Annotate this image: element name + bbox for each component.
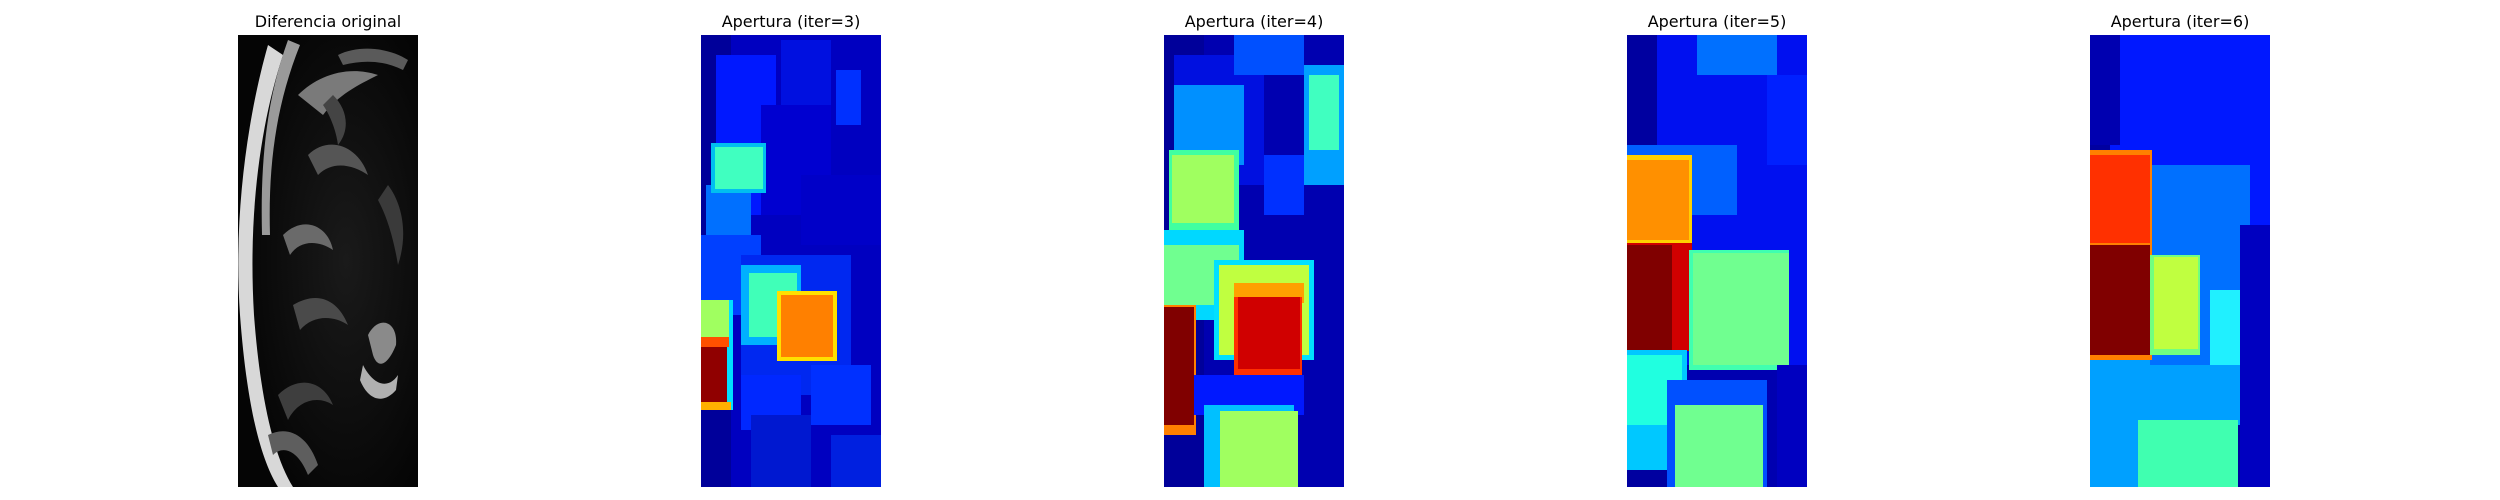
panel-iter-6: Apertura (iter=6) bbox=[2090, 0, 2270, 500]
heatmap-iter-6 bbox=[2090, 35, 2270, 487]
panel-iter-4: Apertura (iter=4) bbox=[1164, 0, 1344, 500]
heatmap-iter-4 bbox=[1164, 35, 1344, 487]
panel-original: Diferencia original bbox=[238, 0, 418, 500]
panel-iter-5: Apertura (iter=5) bbox=[1627, 0, 1807, 500]
panel-title: Apertura (iter=4) bbox=[1184, 12, 1324, 31]
panel-title: Apertura (iter=5) bbox=[1647, 12, 1787, 31]
panel-title: Apertura (iter=6) bbox=[2110, 12, 2250, 31]
heatmap-iter-5 bbox=[1627, 35, 1807, 487]
heatmap-iter-3 bbox=[701, 35, 881, 487]
panel-iter-3: Apertura (iter=3) bbox=[701, 0, 881, 500]
panel-title: Diferencia original bbox=[254, 12, 402, 31]
panel-title: Apertura (iter=3) bbox=[721, 12, 861, 31]
grayscale-brain-image bbox=[238, 35, 418, 487]
